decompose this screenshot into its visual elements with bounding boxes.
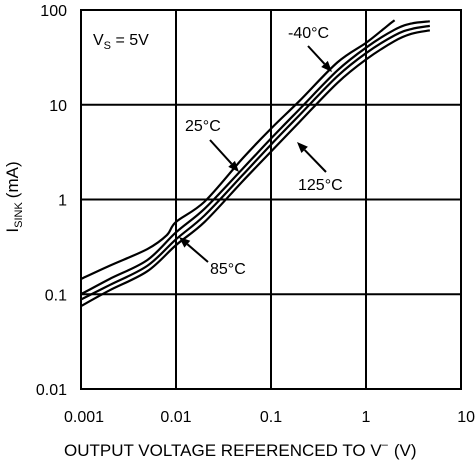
- x-axis-title: OUTPUT VOLTAGE REFERENCED TO V– (V): [64, 439, 417, 460]
- grid-lines: [80, 9, 462, 390]
- series-line-25c: [80, 20, 430, 296]
- series-lines: [80, 19, 431, 308]
- annotation-arrow-125c: [297, 142, 327, 173]
- series-line-125c: [80, 29, 431, 308]
- x-tick-label: 0.001: [64, 409, 104, 426]
- y-tick-label: 10: [49, 98, 67, 115]
- annotation-arrow-minus40c-shaft: [307, 45, 326, 65]
- annotation-label-125c: 125°C: [298, 177, 343, 194]
- x-tick-label: 10: [457, 409, 475, 426]
- condition-label: VS = 5V: [93, 32, 149, 52]
- tick-labels: 0.001 0.01 0.1 1 10 0.01 0.1 1 10 100: [36, 3, 475, 426]
- y-axis-title: ISINK (mA): [3, 161, 25, 232]
- series-line-85c: [80, 24, 431, 301]
- annotation-label-25c: 25°C: [185, 118, 221, 135]
- annotation-label-minus40c: -40°C: [288, 25, 329, 42]
- x-tick-label: 1: [362, 409, 371, 426]
- annotation-arrow-85c-shaft: [186, 243, 209, 263]
- x-axis-title-sup: –: [382, 439, 389, 451]
- annotation-arrow-minus40c: [307, 45, 332, 72]
- annotation-arrow-25c-shaft: [209, 139, 233, 165]
- y-tick-label: 0.01: [36, 382, 67, 399]
- annotation-arrow-25c: [209, 139, 239, 172]
- y-tick-label: 100: [40, 3, 67, 20]
- annotation-arrow-25c-head: [228, 160, 239, 172]
- condition-main: V: [93, 32, 104, 49]
- y-axis-title-sub: SINK: [13, 202, 25, 228]
- annotation-arrow-125c-head: [297, 142, 308, 154]
- y-tick-label: 0.1: [45, 287, 67, 304]
- condition-rest: = 5V: [111, 32, 149, 49]
- condition-sub: S: [104, 40, 111, 52]
- y-axis-title-main: I: [3, 228, 22, 233]
- annotation-arrow-85c-head: [179, 237, 191, 248]
- x-tick-label: 0.1: [260, 409, 282, 426]
- x-axis-title-unit: (V): [394, 441, 417, 460]
- annotations: -40°C 25°C 85°C 125°C: [179, 25, 343, 278]
- annotation-arrow-minus40c-head: [321, 60, 332, 72]
- x-axis-title-main: OUTPUT VOLTAGE REFERENCED TO V: [64, 441, 382, 460]
- y-tick-label: 1: [58, 193, 67, 210]
- annotation-arrow-125c-shaft: [303, 149, 327, 173]
- series-line-minus40c: [80, 19, 396, 280]
- annotation-label-85c: 85°C: [210, 261, 246, 278]
- x-tick-label: 0.01: [160, 409, 191, 426]
- annotation-arrow-85c: [179, 237, 209, 263]
- plot-frame: [80, 9, 462, 390]
- y-axis-title-unit: (mA): [3, 161, 22, 198]
